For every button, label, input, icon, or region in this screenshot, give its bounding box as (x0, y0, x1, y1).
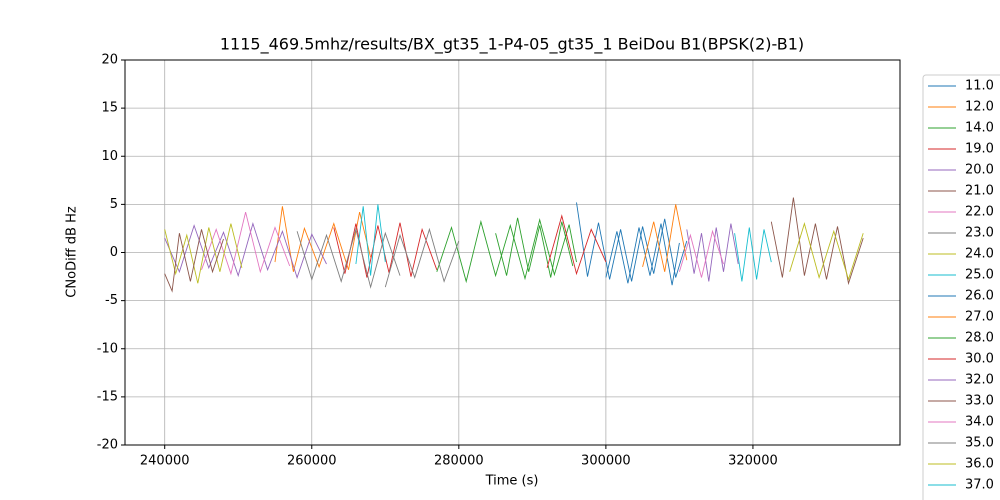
y-tick-label: -20 (97, 438, 118, 453)
data-line (436, 218, 577, 284)
y-tick-label: -15 (97, 389, 118, 404)
data-line (576, 202, 688, 282)
data-line (770, 197, 864, 286)
y-tick-label: -10 (97, 341, 118, 356)
data-line (789, 221, 864, 281)
x-tick-label: 320000 (728, 454, 778, 469)
data-line (201, 211, 291, 276)
x-axis-label: Time (s) (485, 474, 539, 489)
legend-label: 24.0 (965, 247, 994, 262)
legend-label: 36.0 (965, 457, 994, 472)
legend-label: 11.0 (965, 79, 994, 94)
data-line (355, 204, 386, 276)
data-line (686, 223, 739, 282)
data-line (642, 204, 688, 272)
y-tick-label: 10 (101, 149, 118, 164)
legend-label: 20.0 (965, 163, 994, 178)
legend-label: 21.0 (965, 184, 994, 199)
plot-frame (124, 59, 901, 446)
legend-label: 19.0 (965, 142, 994, 157)
data-line (605, 223, 680, 286)
x-tick-label: 260000 (287, 454, 337, 469)
data-line (546, 214, 607, 276)
legend-label: 14.0 (965, 121, 994, 136)
data-line (164, 222, 327, 279)
data-line (678, 229, 724, 278)
data-line (164, 223, 243, 284)
y-tick-label: 0 (110, 245, 118, 260)
x-tick-label: 300000 (581, 454, 631, 469)
y-tick-label: 20 (101, 53, 118, 68)
y-tick-label: 15 (101, 101, 118, 116)
legend-label: 25.0 (965, 268, 994, 283)
data-line (384, 227, 460, 288)
y-tick-label: -5 (105, 293, 118, 308)
legend-label: 34.0 (965, 415, 994, 430)
legend-label: 22.0 (965, 205, 994, 220)
data-line (734, 227, 772, 282)
legend-label: 27.0 (965, 310, 994, 325)
chart-title: 1115_469.5mhz/results/BX_gt35_1-P4-05_gt… (220, 35, 804, 55)
legend-label: 28.0 (965, 331, 994, 346)
legend-label: 37.0 (965, 478, 994, 493)
y-tick-label: 5 (110, 197, 118, 212)
data-line (274, 206, 372, 272)
legend-label: 12.0 (965, 100, 994, 115)
x-tick-label: 240000 (140, 454, 190, 469)
x-tick-label: 280000 (434, 454, 484, 469)
legend-label: 32.0 (965, 373, 994, 388)
legend-label: 30.0 (965, 352, 994, 367)
data-line (495, 217, 574, 278)
data-line (164, 229, 224, 293)
legend-label: 33.0 (965, 394, 994, 409)
legend-box (922, 74, 1000, 500)
y-axis-label: CNoDiff dB Hz (65, 206, 80, 298)
legend-label: 35.0 (965, 436, 994, 451)
legend-label: 26.0 (965, 289, 994, 304)
legend-label: 23.0 (965, 226, 994, 241)
